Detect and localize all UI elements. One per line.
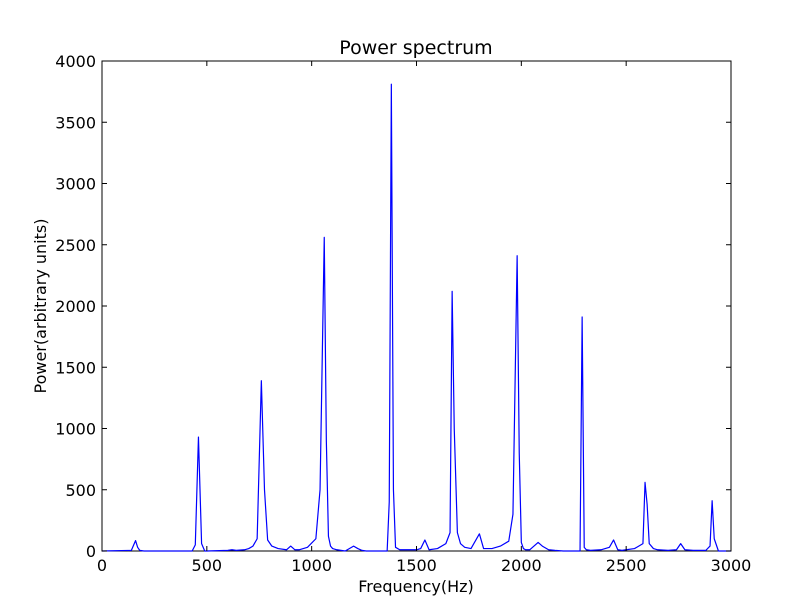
plot-area: 0 500 1000 1500 2000 2500 3000 0 500 1000 1500 200… <box>55 52 751 575</box>
y-axis-label: Power(arbitrary units) <box>31 219 50 394</box>
x-tick-label: 500 <box>192 556 223 575</box>
x-tick-label: 1000 <box>291 556 332 575</box>
y-tick-label: 1000 <box>55 420 96 439</box>
y-tick-label: 2500 <box>55 236 96 255</box>
y-tick-label: 2000 <box>55 297 96 316</box>
x-tick-label: 1500 <box>396 556 437 575</box>
x-tick-label: 2000 <box>501 556 542 575</box>
x-axis-ticks: 0 500 1000 1500 2000 2500 3000 <box>97 61 751 575</box>
y-axis-ticks: 0 500 1000 1500 2000 2500 3000 3500 4000 <box>55 52 731 561</box>
x-axis-label: Frequency(Hz) <box>358 577 474 596</box>
x-tick-label: 0 <box>97 556 107 575</box>
y-tick-label: 1500 <box>55 358 96 377</box>
y-tick-label: 500 <box>65 481 96 500</box>
y-tick-label: 3000 <box>55 175 96 194</box>
chart-title: Power spectrum <box>339 37 492 59</box>
y-tick-label: 4000 <box>55 52 96 71</box>
x-tick-label: 2500 <box>606 556 647 575</box>
y-tick-label: 0 <box>86 542 96 561</box>
x-tick-label: 3000 <box>711 556 752 575</box>
series-line <box>101 83 731 552</box>
y-tick-label: 3500 <box>55 113 96 132</box>
